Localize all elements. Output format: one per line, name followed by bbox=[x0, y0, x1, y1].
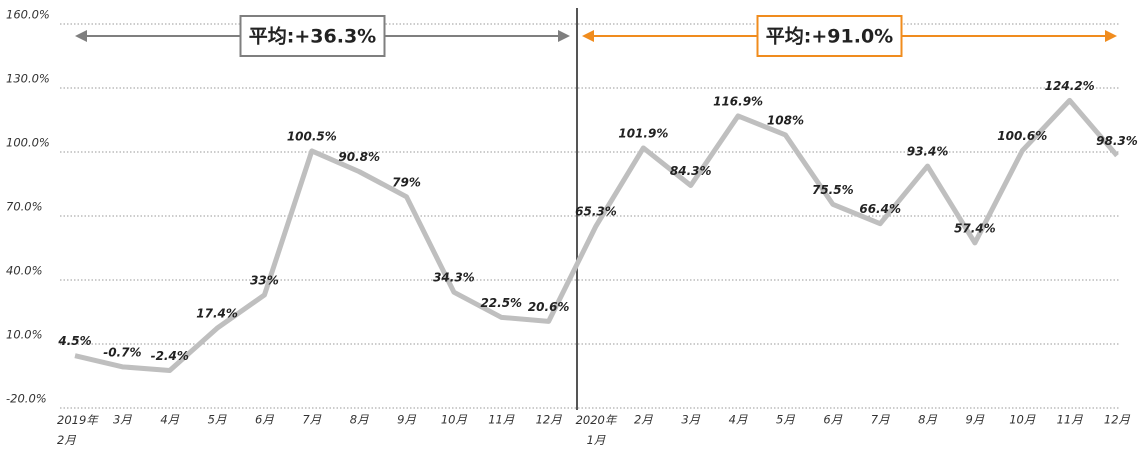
data-label: 98.3% bbox=[1096, 134, 1138, 148]
arrow-head bbox=[582, 30, 594, 42]
x-tick-label: 12月 bbox=[536, 413, 563, 427]
y-tick-label: 70.0% bbox=[6, 200, 43, 214]
x-tick-label: 12月 bbox=[1104, 413, 1131, 427]
y-tick-label: 40.0% bbox=[6, 264, 43, 278]
data-label: 34.3% bbox=[433, 271, 475, 285]
data-label: 4.5% bbox=[57, 334, 91, 348]
x-tick-label: 7月 bbox=[302, 413, 321, 427]
data-label: 108% bbox=[767, 113, 804, 127]
y-tick-label: -20.0% bbox=[6, 392, 47, 406]
x-tick-label: 8月 bbox=[350, 413, 369, 427]
data-label: 116.9% bbox=[713, 94, 763, 108]
x-tick-label: 11月 bbox=[488, 413, 515, 427]
annotation-box bbox=[756, 15, 903, 57]
arrow-head bbox=[75, 30, 87, 42]
x-tick-label: 2019年 2月 bbox=[57, 413, 99, 447]
data-label: 66.4% bbox=[859, 202, 901, 216]
data-label: 101.9% bbox=[618, 126, 668, 140]
x-tick-label: 2020年 1月 bbox=[576, 413, 618, 447]
data-label: 84.3% bbox=[670, 164, 712, 178]
x-tick-label: 3月 bbox=[113, 413, 132, 427]
y-tick-label: 100.0% bbox=[6, 136, 50, 150]
x-tick-label: 5月 bbox=[208, 413, 227, 427]
data-label: 22.5% bbox=[480, 296, 522, 310]
x-tick-label: 2月 bbox=[634, 413, 653, 427]
data-label: 93.4% bbox=[907, 145, 949, 159]
arrow-head bbox=[1105, 30, 1117, 42]
annotation: 平均:+91.0% bbox=[766, 25, 893, 48]
x-tick-label: 6月 bbox=[823, 413, 842, 427]
data-label: 124.2% bbox=[1045, 79, 1095, 93]
x-tick-label: 6月 bbox=[255, 413, 274, 427]
data-label: 17.4% bbox=[196, 307, 238, 321]
data-label: -2.4% bbox=[151, 349, 189, 363]
y-tick-label: 10.0% bbox=[6, 328, 43, 342]
line bbox=[74, 97, 1119, 373]
data-label: 75.5% bbox=[812, 183, 854, 197]
x-tick-label: 10月 bbox=[441, 413, 468, 427]
annotation-box bbox=[239, 15, 386, 57]
y-tick-label: 130.0% bbox=[6, 72, 50, 86]
x-tick-label: 4月 bbox=[160, 413, 179, 427]
data-label: 20.6% bbox=[528, 300, 570, 314]
data-label: -0.7% bbox=[103, 345, 141, 359]
data-label: 79% bbox=[392, 175, 421, 189]
data-label: 100.5% bbox=[287, 129, 337, 143]
data-label: 90.8% bbox=[338, 150, 380, 164]
x-tick-label: 9月 bbox=[397, 413, 416, 427]
y-tick-label: 160.0% bbox=[6, 8, 50, 22]
x-tick-label: 7月 bbox=[871, 413, 890, 427]
x-tick-label: 9月 bbox=[965, 413, 984, 427]
x-tick-label: 11月 bbox=[1057, 413, 1084, 427]
annotation: 平均:+36.3% bbox=[249, 25, 376, 48]
data-label: 33% bbox=[250, 273, 279, 287]
x-tick-label: 8月 bbox=[918, 413, 937, 427]
data-label: 100.6% bbox=[997, 129, 1047, 143]
arrow-head bbox=[558, 30, 570, 42]
data-label: 65.3% bbox=[575, 205, 617, 219]
data-label: 57.4% bbox=[954, 221, 996, 235]
x-tick-label: 5月 bbox=[776, 413, 795, 427]
x-tick-label: 3月 bbox=[681, 413, 700, 427]
x-tick-label: 10月 bbox=[1009, 413, 1036, 427]
x-tick-label: 4月 bbox=[729, 413, 748, 427]
